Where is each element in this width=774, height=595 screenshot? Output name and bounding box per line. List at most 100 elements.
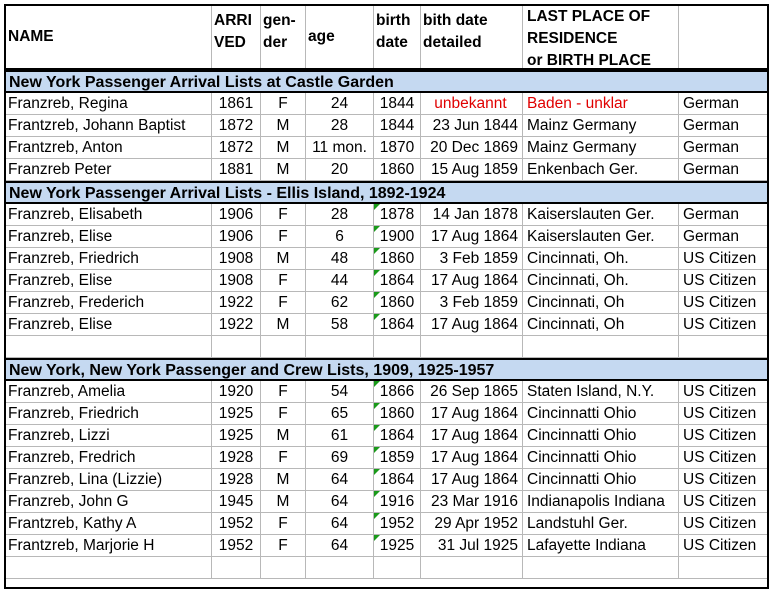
cell-birth[interactable]: 1860 xyxy=(374,292,421,313)
cell-age[interactable]: 54 xyxy=(306,381,374,402)
cell-arrived[interactable]: 1945 xyxy=(212,491,261,512)
cell-name[interactable]: Frantzreb, Anton xyxy=(6,137,212,158)
cell-name[interactable]: Frantzreb, Kathy A xyxy=(6,513,212,534)
cell-detailed[interactable]: 17 Aug 1864 xyxy=(421,425,523,446)
cell-gender[interactable]: M xyxy=(261,137,306,158)
cell-nationality[interactable]: US Citizen xyxy=(683,427,757,444)
cell-birth[interactable]: 1916 xyxy=(374,491,421,512)
blank-cell[interactable] xyxy=(679,336,767,357)
cell-nationality[interactable]: US Citizen xyxy=(683,250,757,267)
cell-name[interactable]: Franzreb, Friedrich xyxy=(6,248,212,269)
cell-age[interactable]: 28 xyxy=(306,115,374,136)
cell-detailed[interactable]: 23 Mar 1916 xyxy=(421,491,523,512)
cell-birth[interactable]: 1860 xyxy=(374,159,421,180)
cell-detailed[interactable]: 15 Aug 1859 xyxy=(421,159,523,180)
cell-name[interactable]: Franzreb, Elisabeth xyxy=(6,204,212,225)
cell-birth[interactable]: 1864 xyxy=(374,425,421,446)
cell-place[interactable]: Lafayette Indiana xyxy=(523,535,679,556)
header-place[interactable]: LAST PLACE OF RESIDENCE or BIRTH PLACE xyxy=(523,6,679,68)
cell-detailed[interactable]: 17 Aug 1864 xyxy=(421,270,523,291)
cell-age[interactable]: 24 xyxy=(306,93,374,114)
cell-nationality[interactable]: US Citizen xyxy=(683,449,757,466)
cell-birth[interactable]: 1900 xyxy=(374,226,421,247)
blank-cell[interactable] xyxy=(261,557,306,578)
cell-nationality[interactable]: US Citizen xyxy=(683,537,757,554)
cell-age[interactable]: 64 xyxy=(306,491,374,512)
cell-age[interactable]: 44 xyxy=(306,270,374,291)
cell-age[interactable]: 62 xyxy=(306,292,374,313)
blank-cell[interactable] xyxy=(523,557,679,578)
header-nationality[interactable] xyxy=(679,6,767,68)
cell-arrived[interactable]: 1908 xyxy=(212,270,261,291)
section-title[interactable]: New York, New York Passenger and Crew Li… xyxy=(9,362,495,379)
cell-gender[interactable]: F xyxy=(261,226,306,247)
cell-birth[interactable]: 1864 xyxy=(374,270,421,291)
cell-age[interactable]: 61 xyxy=(306,425,374,446)
blank-cell[interactable] xyxy=(212,557,261,578)
cell-detailed[interactable]: 17 Aug 1864 xyxy=(421,447,523,468)
cell-gender[interactable]: F xyxy=(261,292,306,313)
header-birth-detailed[interactable]: bith date detailed xyxy=(421,6,523,68)
cell-place[interactable]: Landstuhl Ger. xyxy=(523,513,679,534)
header-name[interactable]: NAME xyxy=(6,6,212,68)
cell-name[interactable]: Franzreb, John G xyxy=(6,491,212,512)
cell-name[interactable]: Franzreb, Elise xyxy=(6,226,212,247)
cell-nationality[interactable]: German xyxy=(683,161,739,178)
blank-cell[interactable] xyxy=(212,336,261,357)
blank-cell[interactable] xyxy=(421,336,523,357)
cell-nationality[interactable]: US Citizen xyxy=(683,383,757,400)
cell-place[interactable]: Baden - unklar xyxy=(523,93,679,114)
cell-gender[interactable]: F xyxy=(261,513,306,534)
cell-place[interactable]: Cincinnati, Oh xyxy=(523,292,679,313)
cell-gender[interactable]: M xyxy=(261,115,306,136)
cell-birth[interactable]: 1870 xyxy=(374,137,421,158)
cell-birth[interactable]: 1925 xyxy=(374,535,421,556)
header-age[interactable]: age xyxy=(306,6,374,68)
blank-cell[interactable] xyxy=(374,336,421,357)
cell-name[interactable]: Franzreb, Friedrich xyxy=(6,403,212,424)
cell-arrived[interactable]: 1922 xyxy=(212,292,261,313)
blank-cell[interactable] xyxy=(679,557,767,578)
cell-arrived[interactable]: 1922 xyxy=(212,314,261,335)
cell-nationality[interactable]: German xyxy=(683,117,739,134)
cell-age[interactable]: 28 xyxy=(306,204,374,225)
cell-arrived[interactable]: 1881 xyxy=(212,159,261,180)
cell-detailed[interactable]: 26 Sep 1865 xyxy=(421,381,523,402)
section-title[interactable]: New York Passenger Arrival Lists - Ellis… xyxy=(9,185,446,202)
cell-birth[interactable]: 1878 xyxy=(374,204,421,225)
cell-birth[interactable]: 1864 xyxy=(374,469,421,490)
cell-detailed[interactable]: 17 Aug 1864 xyxy=(421,403,523,424)
cell-place[interactable]: Kaiserslauten Ger. xyxy=(523,226,679,247)
header-birth-date[interactable]: birth date xyxy=(374,6,421,68)
cell-nationality[interactable]: US Citizen xyxy=(683,294,757,311)
cell-detailed[interactable]: 17 Aug 1864 xyxy=(421,469,523,490)
cell-gender[interactable]: M xyxy=(261,159,306,180)
cell-age[interactable]: 20 xyxy=(306,159,374,180)
cell-name[interactable]: Franzreb, Frederich xyxy=(6,292,212,313)
cell-gender[interactable]: F xyxy=(261,535,306,556)
cell-nationality[interactable]: US Citizen xyxy=(683,471,757,488)
cell-age[interactable]: 64 xyxy=(306,469,374,490)
cell-name[interactable]: Frantzreb, Johann Baptist xyxy=(6,115,212,136)
cell-birth[interactable]: 1860 xyxy=(374,403,421,424)
cell-birth[interactable]: 1844 xyxy=(374,115,421,136)
cell-gender[interactable]: M xyxy=(261,314,306,335)
cell-name[interactable]: Franzreb, Amelia xyxy=(6,381,212,402)
cell-place[interactable]: Cincinnati, Oh. xyxy=(523,270,679,291)
cell-nationality[interactable]: US Citizen xyxy=(683,272,757,289)
blank-cell[interactable] xyxy=(6,557,212,578)
cell-nationality[interactable]: German xyxy=(683,228,739,245)
cell-arrived[interactable]: 1908 xyxy=(212,248,261,269)
cell-arrived[interactable]: 1920 xyxy=(212,381,261,402)
cell-gender[interactable]: M xyxy=(261,248,306,269)
cell-detailed[interactable]: 14 Jan 1878 xyxy=(421,204,523,225)
cell-age[interactable]: 58 xyxy=(306,314,374,335)
cell-age[interactable]: 65 xyxy=(306,403,374,424)
cell-arrived[interactable]: 1906 xyxy=(212,226,261,247)
cell-arrived[interactable]: 1925 xyxy=(212,425,261,446)
cell-age[interactable]: 6 xyxy=(306,226,374,247)
blank-cell[interactable] xyxy=(261,336,306,357)
header-gender[interactable]: gen- der xyxy=(261,6,306,68)
blank-cell[interactable] xyxy=(421,557,523,578)
cell-gender[interactable]: M xyxy=(261,491,306,512)
